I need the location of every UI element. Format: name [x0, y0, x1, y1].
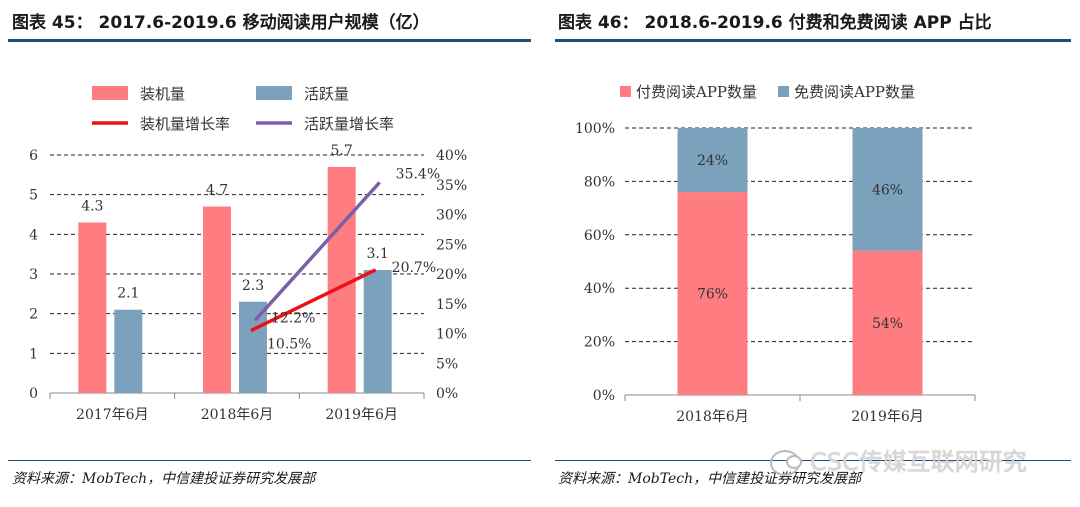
y-left-tick-label: 6	[29, 148, 38, 164]
wechat-logo-icon	[770, 450, 802, 476]
legend-label: 活跃量	[304, 85, 349, 103]
watermark-text: CSC传媒互联网研究	[810, 448, 1027, 476]
y-right-tick-label: 40%	[436, 148, 467, 164]
x-tick-label: 2018年6月	[201, 407, 274, 423]
right-chart: 0% 20% 40% 60% 80% 100% 2018年6月 76% 24% 2019年6月 54…	[575, 83, 976, 425]
legend-swatch	[256, 86, 292, 100]
growth-line-installs	[250, 268, 377, 333]
y-right-tick-label: 30%	[436, 208, 467, 224]
x-tick-label: 2018年6月	[676, 409, 749, 425]
legend-label: 装机量增长率	[140, 115, 230, 133]
bar-free	[852, 128, 923, 251]
bar-active	[363, 270, 392, 393]
bar-free	[677, 128, 748, 193]
y-tick-label: 80%	[584, 174, 615, 190]
legend-label: 付费阅读APP数量	[636, 83, 757, 101]
y-tick-label: 0%	[593, 388, 615, 404]
y-tick-label: 20%	[584, 335, 615, 351]
bar-value-label: 3.1	[367, 246, 389, 262]
y-left-tick-label: 3	[29, 267, 38, 283]
y-right-tick-label: 20%	[436, 267, 467, 283]
growth-value-label: 12.2%	[271, 310, 315, 326]
legend-swatch	[92, 86, 128, 100]
right-chart-title: 图表 46： 2018.6-2019.6 付费和免费阅读 APP 占比	[558, 13, 992, 33]
growth-value-label: 10.5%	[267, 337, 311, 353]
bar-value-label: 2.3	[242, 278, 264, 294]
legend-label: 免费阅读APP数量	[794, 83, 915, 101]
left-source-note: 资料来源：MobTech，中信建投证券研究发展部	[12, 471, 316, 487]
left-title-rule	[8, 39, 531, 42]
y-left-tick-label: 0	[29, 386, 38, 402]
segment-value-label: 76%	[697, 287, 728, 303]
legend-label: 活跃量增长率	[304, 115, 394, 133]
bar-value-label: 4.7	[206, 183, 228, 199]
segment-value-label: 54%	[872, 316, 903, 332]
bar-value-label: 4.3	[81, 198, 103, 214]
growth-value-label: 20.7%	[392, 260, 436, 276]
bar-paid	[852, 250, 923, 395]
segment-value-label: 46%	[872, 182, 903, 198]
y-tick-label: 40%	[584, 281, 615, 297]
x-tick-label: 2017年6月	[76, 407, 149, 423]
x-tick-label: 2019年6月	[325, 407, 398, 423]
y-right-tick-label: 10%	[436, 327, 467, 343]
growth-line-active	[253, 181, 381, 322]
bar-active	[239, 301, 267, 393]
y-left-tick-label: 4	[29, 227, 38, 243]
bar-installs	[203, 206, 231, 393]
bar-value-label: 5.7	[331, 143, 353, 159]
bar-value-label: 2.1	[117, 286, 139, 302]
x-tick-label: 2019年6月	[851, 409, 924, 425]
bar-paid	[677, 192, 748, 395]
right-bottom-rule	[555, 460, 1071, 461]
bar-installs	[78, 222, 107, 393]
y-right-tick-label: 15%	[436, 297, 467, 313]
right-title-rule	[555, 39, 1071, 42]
y-left-tick-label: 5	[29, 188, 38, 204]
y-left-tick-label: 2	[29, 307, 38, 323]
bar-active	[114, 309, 143, 393]
y-right-tick-label: 35%	[436, 178, 467, 194]
left-bottom-rule	[8, 460, 531, 461]
y-tick-label: 100%	[575, 121, 615, 137]
growth-value-label: 35.4%	[396, 166, 440, 182]
legend-label: 装机量	[140, 85, 185, 103]
left-chart-title: 图表 45： 2017.6-2019.6 移动阅读用户规模（亿）	[12, 13, 430, 33]
watermark: CSC传媒互联网研究	[770, 442, 1027, 477]
y-right-tick-label: 25%	[436, 237, 467, 253]
y-right-tick-label: 0%	[436, 386, 458, 402]
y-left-tick-label: 1	[29, 346, 38, 362]
legend-swatch	[778, 86, 789, 97]
legend-swatch	[620, 86, 631, 97]
left-chart: 0 1 2 3 4 5 6 0% 5% 10% 15% 20% 25% 30% 35% 40% 2017年6月 2…	[29, 85, 467, 423]
segment-value-label: 24%	[697, 153, 728, 169]
y-right-tick-label: 5%	[436, 356, 458, 372]
y-tick-label: 60%	[584, 228, 615, 244]
